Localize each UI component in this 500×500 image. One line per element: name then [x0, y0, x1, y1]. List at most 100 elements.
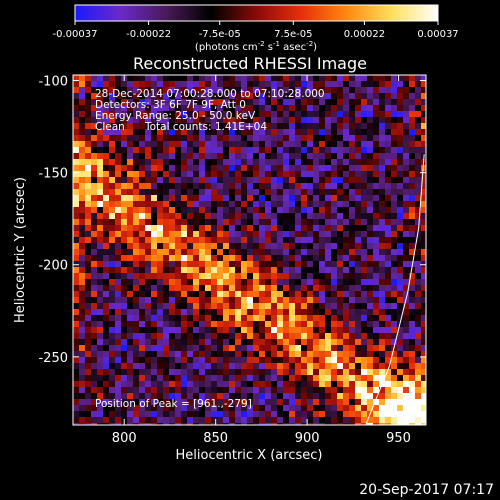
heatmap-cell [295, 315, 301, 321]
heatmap-cell [205, 285, 211, 291]
heatmap-cell [127, 339, 133, 345]
heatmap-cell [331, 267, 337, 273]
heatmap-cell [115, 309, 121, 315]
colorbar-ticks: -0.00037 -0.00022 -7.5e-05 7.5e-05 0.00022 0.… [53, 21, 459, 40]
heatmap-cell [265, 285, 271, 291]
heatmap-cell [205, 273, 211, 279]
heatmap-cell [415, 303, 421, 309]
heatmap-cell [313, 171, 319, 177]
heatmap-cell [331, 303, 337, 309]
heatmap-cell [73, 303, 79, 309]
heatmap-cell [187, 123, 193, 129]
heatmap-cell [409, 273, 415, 279]
heatmap-cell [169, 153, 175, 159]
heatmap-cell [181, 303, 187, 309]
heatmap-cell [289, 99, 295, 105]
heatmap-cell [307, 339, 313, 345]
heatmap-cell [265, 279, 271, 285]
heatmap-cell [157, 297, 163, 303]
heatmap-cell [391, 129, 397, 135]
heatmap-cell [397, 153, 403, 159]
heatmap-cell [157, 153, 163, 159]
heatmap-cell [295, 195, 301, 201]
heatmap-cell [211, 189, 217, 195]
heatmap-cell [109, 321, 115, 327]
heatmap-cell [151, 153, 157, 159]
heatmap-cell [277, 393, 283, 399]
heatmap-cell [355, 195, 361, 201]
heatmap-cell [223, 243, 229, 249]
heatmap-cell [187, 183, 193, 189]
heatmap-cell [289, 381, 295, 387]
heatmap-cell [373, 279, 379, 285]
heatmap-cell [169, 237, 175, 243]
heatmap-cell [295, 387, 301, 393]
heatmap-cell [151, 237, 157, 243]
heatmap-cell [253, 261, 259, 267]
heatmap-cell [379, 393, 385, 399]
heatmap-cell [133, 141, 139, 147]
heatmap-cell [277, 369, 283, 375]
heatmap-cell [307, 381, 313, 387]
heatmap-cell [259, 405, 265, 411]
heatmap-cell [265, 75, 271, 81]
heatmap-cell [73, 339, 79, 345]
heatmap-cell [121, 105, 127, 111]
heatmap-cell [415, 81, 421, 87]
heatmap-cell [211, 363, 217, 369]
heatmap-cell [211, 225, 217, 231]
heatmap-cell [307, 165, 313, 171]
heatmap-cell [415, 411, 421, 417]
heatmap-cell [307, 261, 313, 267]
heatmap-cell [349, 273, 355, 279]
heatmap-cell [85, 243, 91, 249]
heatmap-cell [325, 243, 331, 249]
heatmap-cell [103, 237, 109, 243]
heatmap-cell [367, 279, 373, 285]
heatmap-cell [211, 279, 217, 285]
heatmap-cell [355, 99, 361, 105]
heatmap-cell [385, 117, 391, 123]
heatmap-cell [409, 237, 415, 243]
heatmap-cell [373, 321, 379, 327]
heatmap-cell [325, 99, 331, 105]
heatmap-cell [241, 153, 247, 159]
heatmap-cell [205, 195, 211, 201]
heatmap-cell [385, 417, 391, 423]
heatmap-cell [229, 303, 235, 309]
heatmap-cell [79, 357, 85, 363]
heatmap-cell [85, 363, 91, 369]
heatmap-cell [127, 333, 133, 339]
heatmap-cell [235, 183, 241, 189]
heatmap-cell [121, 147, 127, 153]
heatmap-cell [343, 231, 349, 237]
heatmap-cell [319, 297, 325, 303]
heatmap-cell [379, 339, 385, 345]
heatmap-cell [313, 195, 319, 201]
heatmap-cell [415, 291, 421, 297]
heatmap-cell [73, 285, 79, 291]
heatmap-cell [211, 243, 217, 249]
heatmap-cell [73, 231, 79, 237]
heatmap-cell [175, 345, 181, 351]
heatmap-cell [355, 207, 361, 213]
heatmap-cell [319, 273, 325, 279]
heatmap-cell [181, 297, 187, 303]
heatmap-cell [367, 345, 373, 351]
heatmap-cell [313, 285, 319, 291]
heatmap-cell [307, 417, 313, 423]
heatmap-cell [157, 129, 163, 135]
heatmap-cell [415, 213, 421, 219]
heatmap-cell [163, 183, 169, 189]
heatmap-cell [85, 279, 91, 285]
heatmap-cell [397, 405, 403, 411]
heatmap-cell [73, 333, 79, 339]
heatmap-cell [337, 141, 343, 147]
heatmap-cell [139, 411, 145, 417]
heatmap-cell [169, 417, 175, 423]
heatmap-cell [157, 135, 163, 141]
heatmap-cell [85, 105, 91, 111]
heatmap-cell [127, 291, 133, 297]
heatmap-cell [271, 273, 277, 279]
heatmap-cell [343, 99, 349, 105]
